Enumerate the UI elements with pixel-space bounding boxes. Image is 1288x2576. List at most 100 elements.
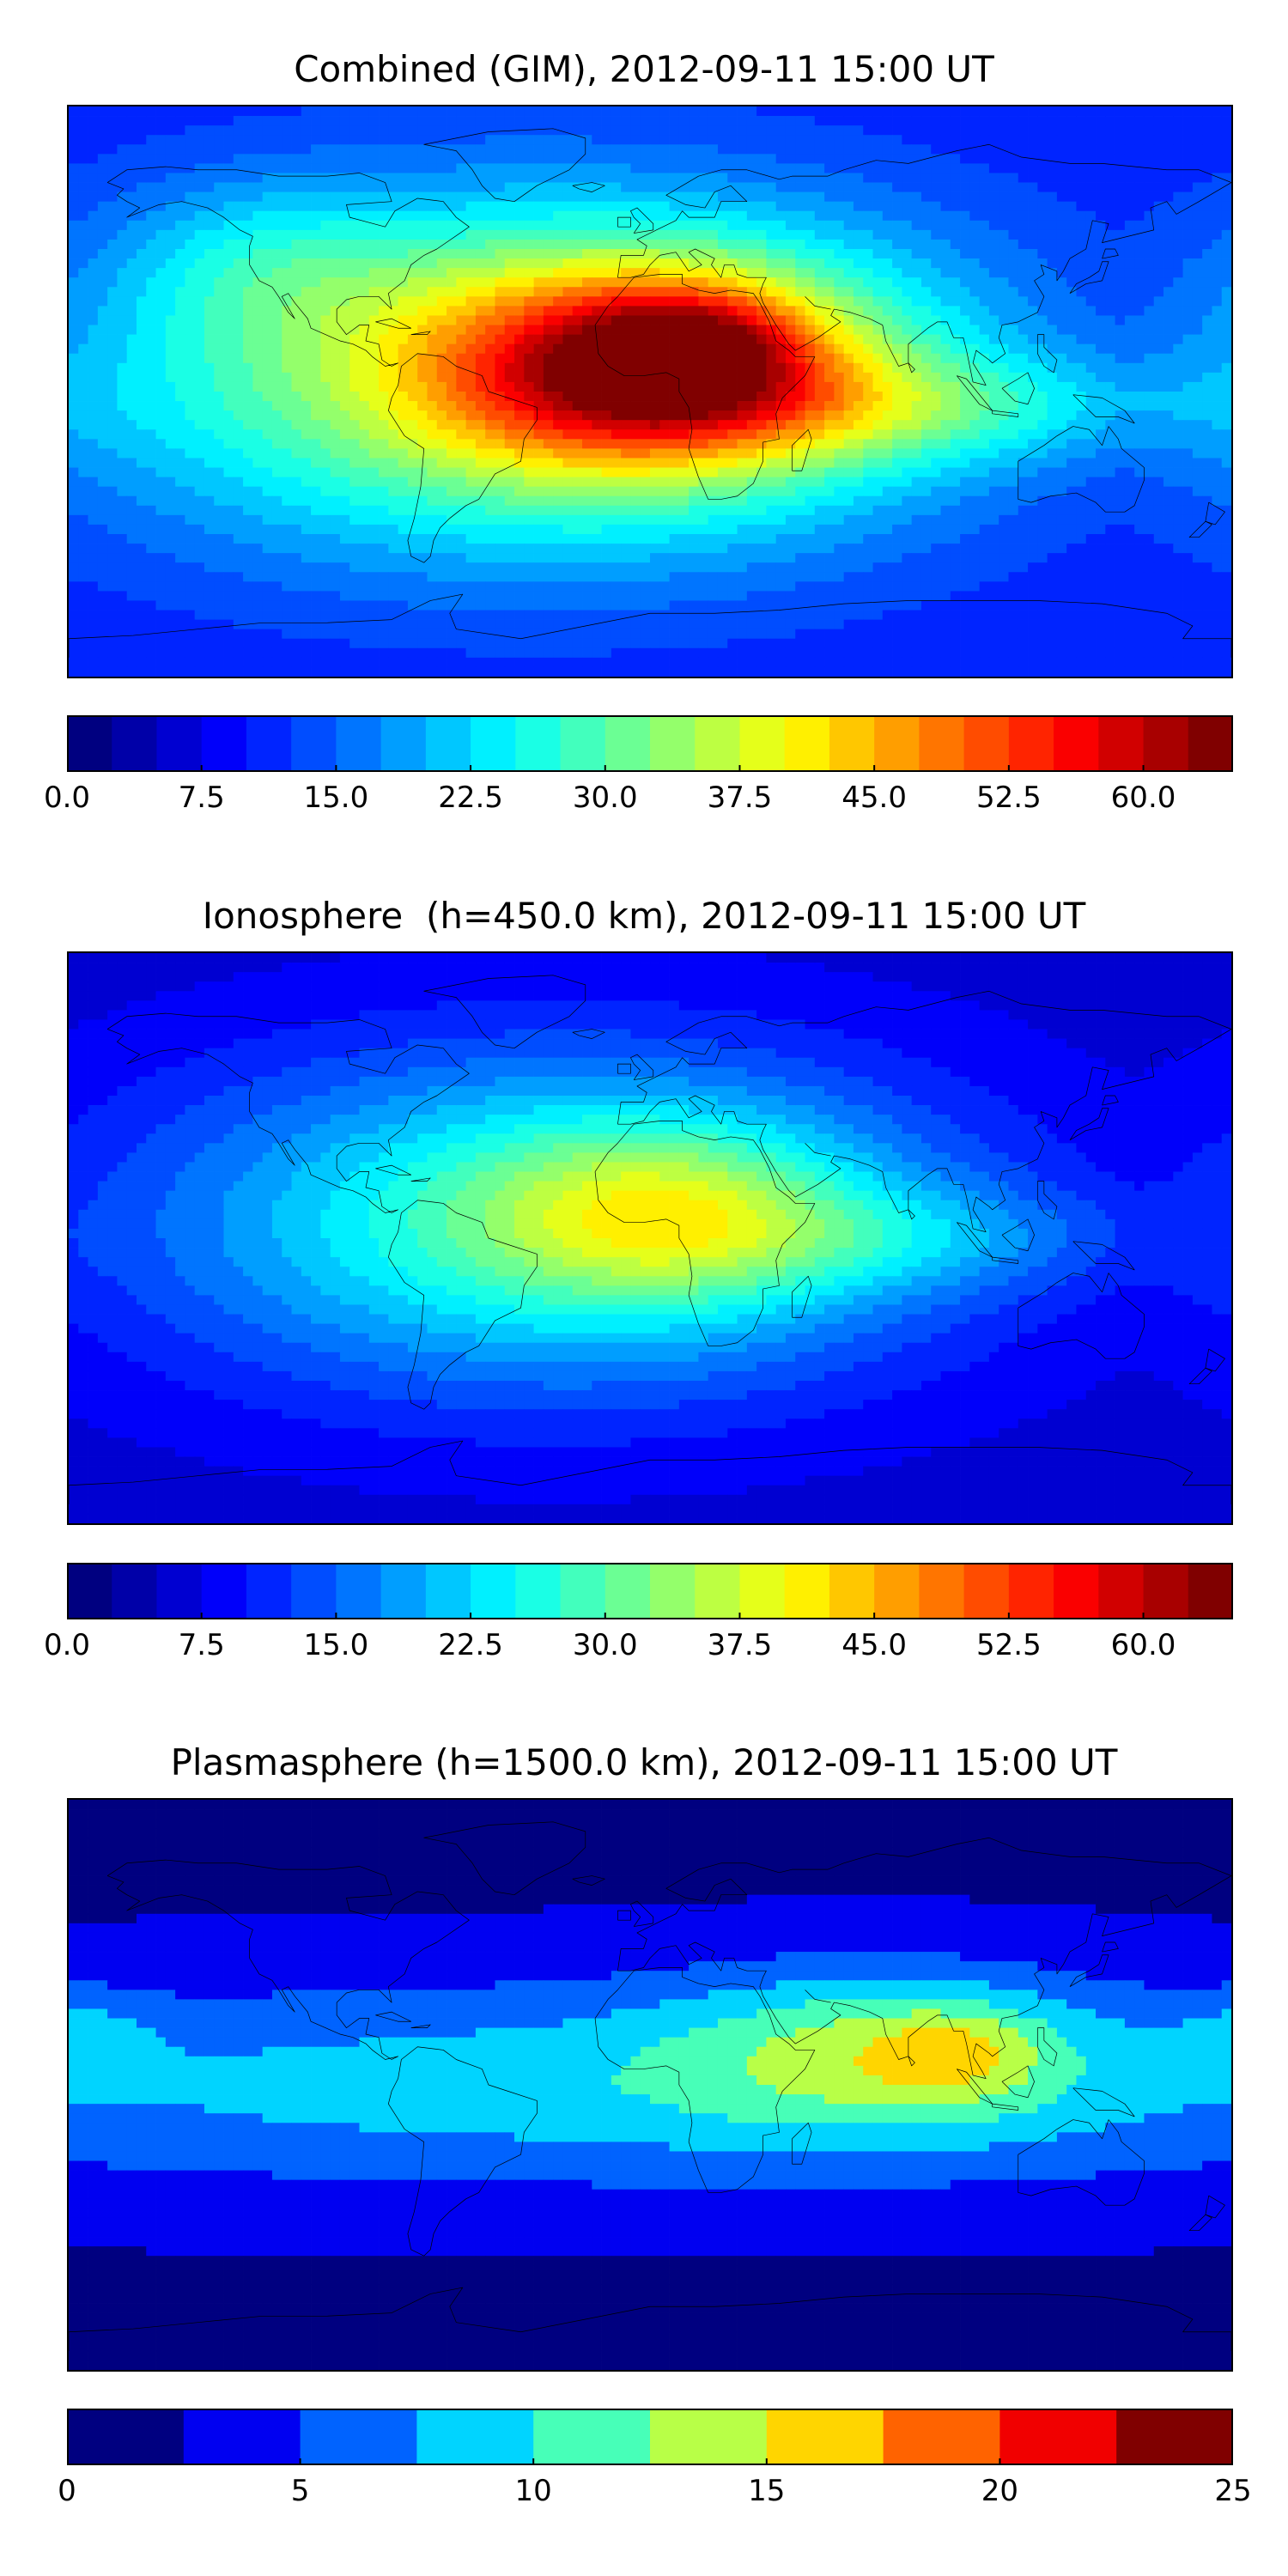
heatmap-cell [1008, 191, 1019, 203]
heatmap-cell [678, 258, 690, 269]
heatmap-cell [379, 477, 389, 488]
heatmap-cell [1134, 116, 1145, 126]
heatmap-cell [514, 325, 525, 335]
heatmap-cell [795, 277, 805, 288]
heatmap-cell [689, 477, 699, 488]
heatmap-cell [999, 287, 1009, 297]
heatmap-cell [678, 439, 690, 449]
heatmap-cell [447, 420, 457, 430]
heatmap-cell [185, 325, 196, 335]
heatmap-cell [252, 334, 264, 345]
heatmap-cell [853, 458, 864, 468]
heatmap-cell [88, 420, 99, 430]
heatmap-cell [640, 229, 651, 240]
heatmap-cell [1037, 191, 1048, 203]
heatmap-cell [339, 173, 350, 183]
heatmap-cell [698, 220, 709, 231]
heatmap-cell [301, 258, 312, 269]
heatmap-cell [252, 163, 264, 173]
heatmap-cell [814, 258, 825, 269]
heatmap-cell [1163, 306, 1174, 316]
heatmap-cell [756, 401, 767, 411]
heatmap-cell [368, 182, 380, 192]
heatmap-cell [69, 353, 79, 364]
heatmap-cell [1076, 277, 1087, 288]
heatmap-cell [940, 268, 951, 278]
heatmap-cell [456, 144, 466, 155]
heatmap-cell [805, 306, 816, 316]
heatmap-cell [1192, 144, 1203, 155]
heatmap-cell [456, 239, 466, 250]
heatmap-cell [814, 210, 825, 222]
heatmap-cell [999, 334, 1009, 345]
heatmap-cell [271, 182, 283, 192]
heatmap-cell [1008, 343, 1019, 355]
heatmap-cell [359, 296, 370, 307]
heatmap-cell [1018, 277, 1029, 288]
heatmap-cell [805, 116, 816, 126]
heatmap-cell [940, 296, 951, 307]
heatmap-cell [1056, 372, 1067, 383]
heatmap-cell [495, 353, 506, 364]
heatmap-cell [436, 439, 447, 449]
heatmap-cell [640, 258, 651, 269]
heatmap-cell [282, 125, 292, 136]
heatmap-cell [979, 154, 990, 164]
heatmap-cell [960, 448, 970, 459]
heatmap-cell [766, 495, 777, 507]
heatmap-cell [155, 191, 167, 203]
heatmap-cell [504, 325, 515, 335]
heatmap-cell [165, 258, 176, 269]
heatmap-cell [650, 343, 660, 355]
heatmap-cell [1182, 315, 1194, 325]
heatmap-cell [960, 125, 970, 136]
heatmap-cell [1008, 258, 1019, 269]
heatmap-cell [689, 182, 699, 192]
heatmap-cell [650, 210, 660, 222]
heatmap-cell [1163, 296, 1174, 307]
heatmap-cell [214, 296, 224, 307]
heatmap-cell [1105, 372, 1115, 383]
heatmap-cell [1144, 229, 1155, 240]
heatmap-cell [911, 315, 922, 325]
heatmap-cell [204, 372, 215, 383]
heatmap-cell [514, 486, 525, 497]
heatmap-cell [447, 362, 457, 374]
heatmap-cell [999, 296, 1009, 307]
heatmap-cell [436, 410, 447, 421]
heatmap-cell [359, 220, 370, 231]
heatmap-cell [775, 268, 787, 278]
heatmap-cell [698, 392, 709, 402]
heatmap-cell [611, 315, 622, 325]
heatmap-cell [1202, 420, 1212, 430]
heatmap-cell [650, 287, 660, 297]
heatmap-cell [359, 268, 370, 278]
heatmap-cell [447, 135, 457, 145]
heatmap-cell [775, 315, 787, 325]
heatmap-cell [407, 268, 418, 278]
heatmap-cell [872, 486, 884, 497]
heatmap-cell [524, 154, 534, 164]
heatmap-cell [717, 420, 728, 430]
heatmap-cell [69, 258, 79, 269]
heatmap-cell [737, 125, 748, 136]
heatmap-cell [88, 458, 99, 468]
heatmap-cell [214, 277, 224, 288]
heatmap-cell [388, 296, 399, 307]
heatmap-cell [349, 201, 360, 212]
heatmap-cell [843, 325, 854, 335]
heatmap-cell [1153, 201, 1164, 212]
heatmap-cell [185, 448, 196, 459]
heatmap-cell [737, 458, 748, 468]
heatmap-cell [999, 135, 1009, 145]
heatmap-cell [359, 325, 370, 335]
heatmap-cell [88, 249, 99, 259]
heatmap-cell [291, 495, 302, 507]
heatmap-cell [969, 135, 981, 145]
heatmap-cell [746, 334, 757, 345]
heatmap-cell [155, 334, 167, 345]
heatmap-cell [475, 458, 486, 468]
heatmap-cell [204, 325, 215, 335]
heatmap-cell [582, 258, 592, 269]
heatmap-cell [282, 135, 292, 145]
